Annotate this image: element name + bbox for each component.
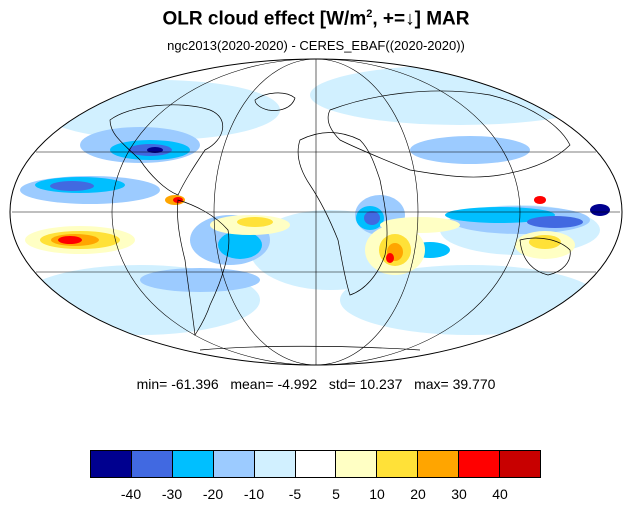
stat-mean-label: mean= (230, 376, 274, 392)
stat-max: 39.770 (452, 376, 496, 392)
colorbar-swatch (336, 451, 378, 477)
plot-subtitle: ngc2013(2020-2020) - CERES_EBAF((2020-20… (167, 38, 465, 53)
stat-min: -61.396 (171, 376, 219, 392)
colorbar-tick-label: 5 (332, 486, 340, 502)
colorbar-tick-label: 40 (492, 486, 508, 502)
stat-max-label: max= (414, 376, 449, 392)
colorbar-tick-label: 20 (410, 486, 426, 502)
title-main: OLR cloud effect [W/m (162, 8, 367, 30)
stat-std: 10.237 (359, 376, 403, 392)
stat-min-label: min= (136, 376, 168, 392)
colorbar-tick-label: 30 (451, 486, 467, 502)
colorbar-swatch (131, 451, 173, 477)
colorbar-tick-label: -30 (161, 486, 183, 502)
statistics-line: min= -61.396 mean= -4.992 std= 10.237 ma… (0, 376, 632, 392)
colorbar-tick-label: -10 (243, 486, 265, 502)
colorbar-swatch (295, 451, 337, 477)
colorbar-swatch (377, 451, 419, 477)
colorbar-tick-label: -20 (202, 486, 224, 502)
colorbar-swatch (459, 451, 501, 477)
stat-std-label: std= (328, 376, 356, 392)
title-rest: , +=↓] MAR (372, 8, 470, 30)
colorbar-tick-label: -40 (120, 486, 142, 502)
world-map (9, 58, 623, 366)
coastlines (109, 90, 571, 351)
colorbar-swatch (418, 451, 460, 477)
plot-title: OLR cloud effect [W/m2, +=↓] MAR (0, 8, 632, 30)
colorbar-swatch (254, 451, 296, 477)
colorbar-swatch (172, 451, 214, 477)
stat-mean: -4.992 (277, 376, 318, 392)
colorbar-tick-label: 10 (369, 486, 385, 502)
colorbar-tick-label: -5 (288, 486, 302, 502)
title-superscript: 2 (366, 8, 373, 20)
colorbar (90, 450, 541, 478)
colorbar-swatch (500, 451, 540, 477)
globe-outline (9, 58, 623, 366)
colorbar-swatch (91, 451, 132, 477)
colorbar-swatch (213, 451, 255, 477)
